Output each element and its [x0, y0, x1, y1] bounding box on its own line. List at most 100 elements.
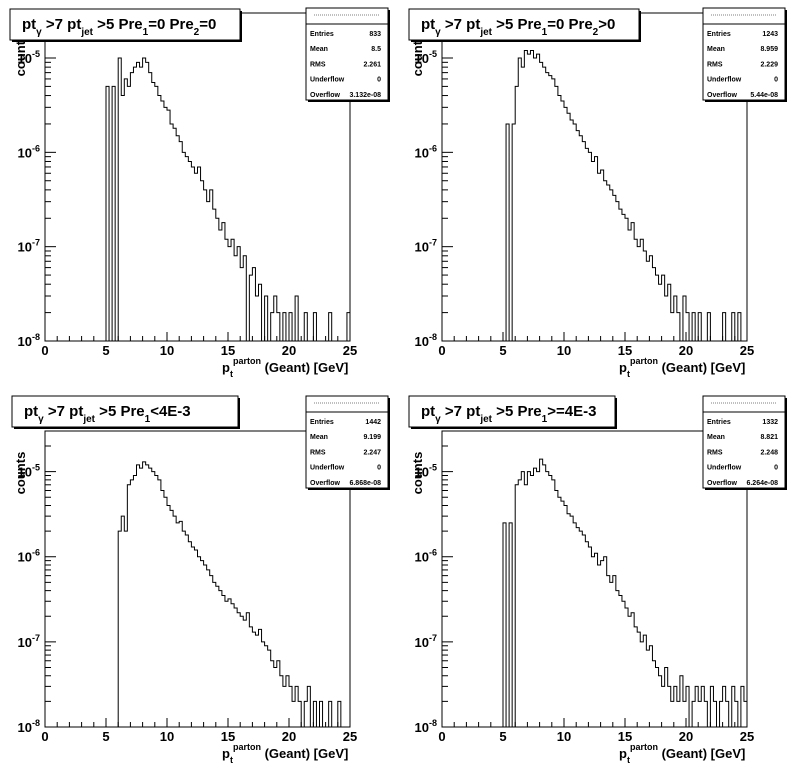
x-tick-label: 5: [499, 729, 506, 744]
x-tick-label: 25: [740, 729, 754, 744]
y-axis-label: counts: [13, 34, 28, 77]
stats-key: RMS: [310, 61, 326, 68]
x-tick-label: 5: [102, 343, 109, 358]
stats-value: 0: [377, 77, 381, 84]
plot-frame: [441, 430, 748, 728]
histogram-line: [505, 50, 747, 342]
x-tick-label: 20: [679, 343, 693, 358]
stats-value: 5.44e-08: [750, 92, 778, 99]
y-tick-label: 10-8: [415, 332, 437, 349]
stats-value: 2.247: [363, 449, 381, 456]
x-tick-label: 5: [102, 729, 109, 744]
y-tick-label: 10-7: [415, 238, 437, 255]
stats-key: Entries: [707, 31, 731, 38]
y-tick-label: 10-8: [18, 718, 40, 735]
histogram-line: [117, 461, 350, 728]
stats-key: Overflow: [707, 480, 738, 487]
histogram-line: [502, 458, 748, 728]
x-tick-label: 0: [438, 343, 445, 358]
stats-value: 8.959: [760, 46, 778, 53]
stats-key: Mean: [310, 46, 328, 53]
y-tick-label: 10-7: [415, 633, 437, 650]
y-tick-label: 10-5: [415, 49, 437, 66]
histogram-panel-2: 0 5 10 15 20 25 10-5 10-6 10-7 10-8 counts ptparton…: [408, 7, 787, 379]
stats-key: RMS: [707, 449, 723, 456]
plot-frame: [44, 12, 351, 342]
stats-key: Entries: [707, 419, 731, 426]
x-tick-label: 10: [160, 343, 174, 358]
stats-value: 2.248: [760, 449, 778, 456]
x-tick-label: 25: [343, 729, 357, 744]
stats-value: 0: [774, 77, 778, 84]
histogram-panel-3: 0 5 10 15 20 25 10-5 10-6 10-7 10-8 counts ptparton…: [11, 395, 390, 765]
chart-title: ptγ >7 ptjet >5 Pre1<4E-3: [24, 403, 191, 425]
x-tick-label: 15: [221, 729, 235, 744]
stats-value: 2.229: [760, 61, 778, 68]
stats-key: RMS: [310, 449, 326, 456]
title-box: [408, 395, 616, 428]
stats-key: Mean: [707, 46, 725, 53]
x-axis-label: ptparton (Geant) [GeV]: [222, 742, 348, 765]
x-tick-label: 20: [679, 729, 693, 744]
stats-box: [305, 395, 389, 489]
x-axis-label: ptparton (Geant) [GeV]: [222, 356, 348, 379]
y-tick-label: 10-5: [415, 463, 437, 480]
stats-value: 0: [377, 465, 381, 472]
x-tick-label: 0: [41, 729, 48, 744]
stats-box: [305, 7, 389, 101]
stats-key: Overflow: [310, 480, 341, 487]
y-tick-label: 10-5: [18, 49, 40, 66]
stats-key: Underflow: [310, 77, 345, 84]
chart-title: ptγ >7 ptjet >5 Pre1>=4E-3: [421, 403, 596, 425]
stats-key: Mean: [310, 434, 328, 441]
chart-title: ptγ >7 ptjet >5 Pre1=0 Pre2=0: [22, 16, 216, 38]
x-tick-label: 10: [557, 343, 571, 358]
y-axis-label: counts: [13, 452, 28, 495]
stats-key: Overflow: [310, 92, 341, 99]
stats-box: [702, 395, 786, 489]
x-tick-label: 20: [282, 729, 296, 744]
stats-value: 0: [774, 465, 778, 472]
x-tick-label: 25: [740, 343, 754, 358]
y-tick-label: 10-6: [18, 143, 40, 160]
x-tick-label: 20: [282, 343, 296, 358]
histogram-panel-1: 0 5 10 15 20 25 10-5 10-6 10-7 10-8 counts ptparton…: [9, 7, 390, 379]
y-tick-label: 10-8: [415, 718, 437, 735]
y-axis-label: counts: [410, 452, 425, 495]
plot-frame: [44, 430, 351, 728]
x-axis-label: ptparton (Geant) [GeV]: [619, 356, 745, 379]
chart-title: ptγ >7 ptjet >5 Pre1=0 Pre2>0: [421, 16, 615, 38]
y-axis-label: counts: [410, 34, 425, 77]
stats-value: 3.132e-08: [349, 92, 381, 99]
stats-value: 8.5: [371, 46, 381, 53]
stats-key: RMS: [707, 61, 723, 68]
plot-frame: [441, 12, 748, 342]
title-box: [408, 8, 640, 41]
y-tick-label: 10-6: [415, 143, 437, 160]
histogram-panel-4: 0 5 10 15 20 25 10-5 10-6 10-7 10-8 counts ptparton…: [408, 395, 787, 765]
y-tick-label: 10-6: [415, 548, 437, 565]
stats-key: Mean: [707, 434, 725, 441]
stats-key: Overflow: [707, 92, 738, 99]
x-tick-label: 15: [618, 343, 632, 358]
stats-value: 6.868e-08: [349, 480, 381, 487]
x-tick-label: 25: [343, 343, 357, 358]
x-tick-label: 15: [221, 343, 235, 358]
stats-key: Underflow: [707, 77, 742, 84]
y-tick-label: 10-7: [18, 238, 40, 255]
x-tick-label: 15: [618, 729, 632, 744]
stats-key: Underflow: [707, 465, 742, 472]
y-tick-label: 10-6: [18, 548, 40, 565]
stats-value: 6.264e-08: [746, 480, 778, 487]
title-box: [11, 395, 239, 428]
x-axis-label: ptparton (Geant) [GeV]: [619, 742, 745, 765]
stats-value: 1243: [762, 31, 778, 38]
y-tick-label: 10-7: [18, 633, 40, 650]
x-tick-label: 0: [438, 729, 445, 744]
stats-key: Entries: [310, 31, 334, 38]
y-tick-label: 10-8: [18, 332, 40, 349]
title-box: [9, 8, 241, 41]
x-tick-label: 0: [41, 343, 48, 358]
stats-box: [702, 7, 786, 101]
